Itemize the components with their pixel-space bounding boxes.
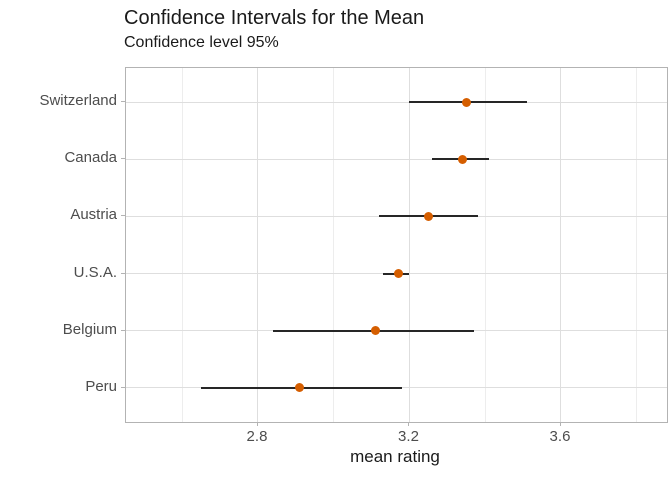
y-tick-mark <box>121 386 125 388</box>
mean-point <box>423 211 433 221</box>
mean-point <box>370 326 380 336</box>
mean-point <box>461 97 471 107</box>
y-axis-label: U.S.A. <box>73 263 117 281</box>
minor-gridline <box>333 68 335 422</box>
x-axis-tick-label: 3.6 <box>549 428 571 445</box>
x-tick-mark <box>408 422 410 426</box>
y-axis-label: Austria <box>70 206 117 224</box>
x-tick-mark <box>559 422 561 426</box>
y-axis-label: Canada <box>64 149 117 167</box>
chart-title: Confidence Intervals for the Mean <box>124 7 425 29</box>
minor-gridline <box>484 68 486 422</box>
x-axis-tick-label: 2.8 <box>246 428 268 445</box>
y-tick-mark <box>121 215 125 217</box>
row-gridline <box>126 101 667 103</box>
y-tick-mark <box>121 329 125 331</box>
chart-subtitle: Confidence level 95% <box>124 34 279 51</box>
y-tick-mark <box>121 272 125 274</box>
y-tick-mark <box>121 158 125 160</box>
minor-gridline <box>636 68 638 422</box>
y-axis-label: Belgium <box>62 320 117 338</box>
mean-point <box>393 269 403 279</box>
x-axis-tick-label: 3.2 <box>398 428 419 445</box>
major-gridline <box>560 68 562 422</box>
major-gridline <box>408 68 410 422</box>
y-axis-label: Peru <box>85 377 117 395</box>
x-axis-title: mean rating <box>350 447 440 466</box>
x-tick-mark <box>256 422 258 426</box>
plot-panel <box>125 67 668 423</box>
mean-point <box>295 383 305 393</box>
major-gridline <box>257 68 259 422</box>
y-axis-label: Switzerland <box>39 92 117 110</box>
mean-point <box>458 154 467 164</box>
row-gridline <box>126 158 667 160</box>
y-tick-mark <box>121 101 125 103</box>
minor-gridline <box>181 68 183 422</box>
